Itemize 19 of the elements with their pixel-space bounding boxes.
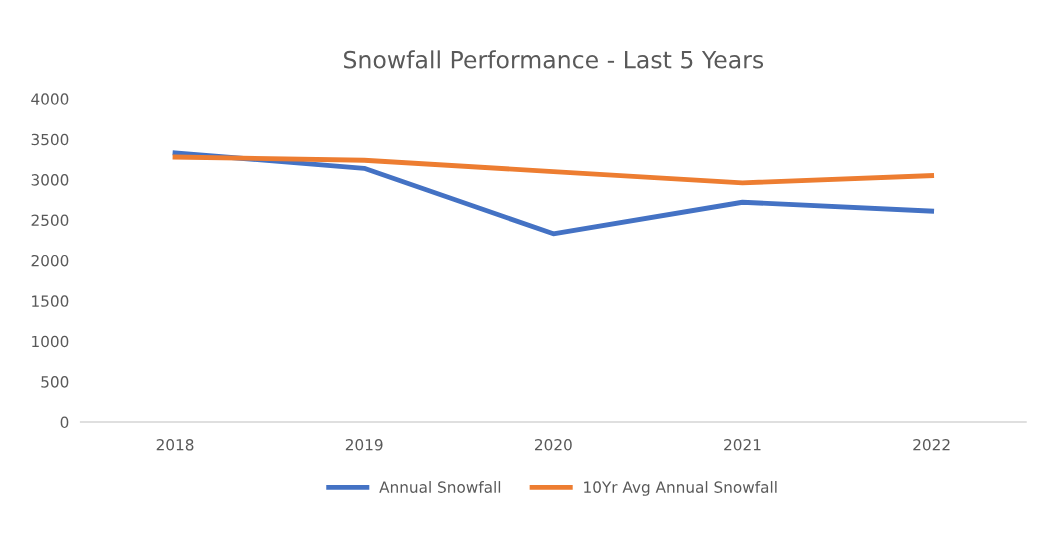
line-series	[172, 154, 935, 186]
y-tick-label: 0	[60, 416, 69, 429]
y-tick-label: 4000	[31, 93, 69, 105]
y-tick-label: 1000	[32, 335, 69, 348]
x-tick-label: 2022	[913, 438, 950, 451]
chart-title: Snowfall Performance - Last 5 Years	[344, 50, 764, 69]
legend-label: Annual Snowfall	[379, 481, 501, 493]
line-series	[172, 150, 935, 237]
y-tick-label: 2500	[31, 214, 69, 227]
legend-label: 10Yr Avg Annual Snowfall	[584, 481, 777, 496]
y-tick-label: 3000	[31, 174, 69, 186]
x-tick-label: 2021	[724, 438, 761, 451]
x-tick-label: 2018	[156, 438, 194, 451]
y-tick-label: 500	[41, 376, 69, 388]
x-tick-label: 2019	[345, 438, 383, 451]
y-tick-label: 1500	[32, 295, 69, 307]
y-tick-label: 3500	[31, 133, 69, 146]
y-tick-label: 2000	[31, 254, 69, 267]
x-tick-label: 2020	[535, 438, 572, 451]
